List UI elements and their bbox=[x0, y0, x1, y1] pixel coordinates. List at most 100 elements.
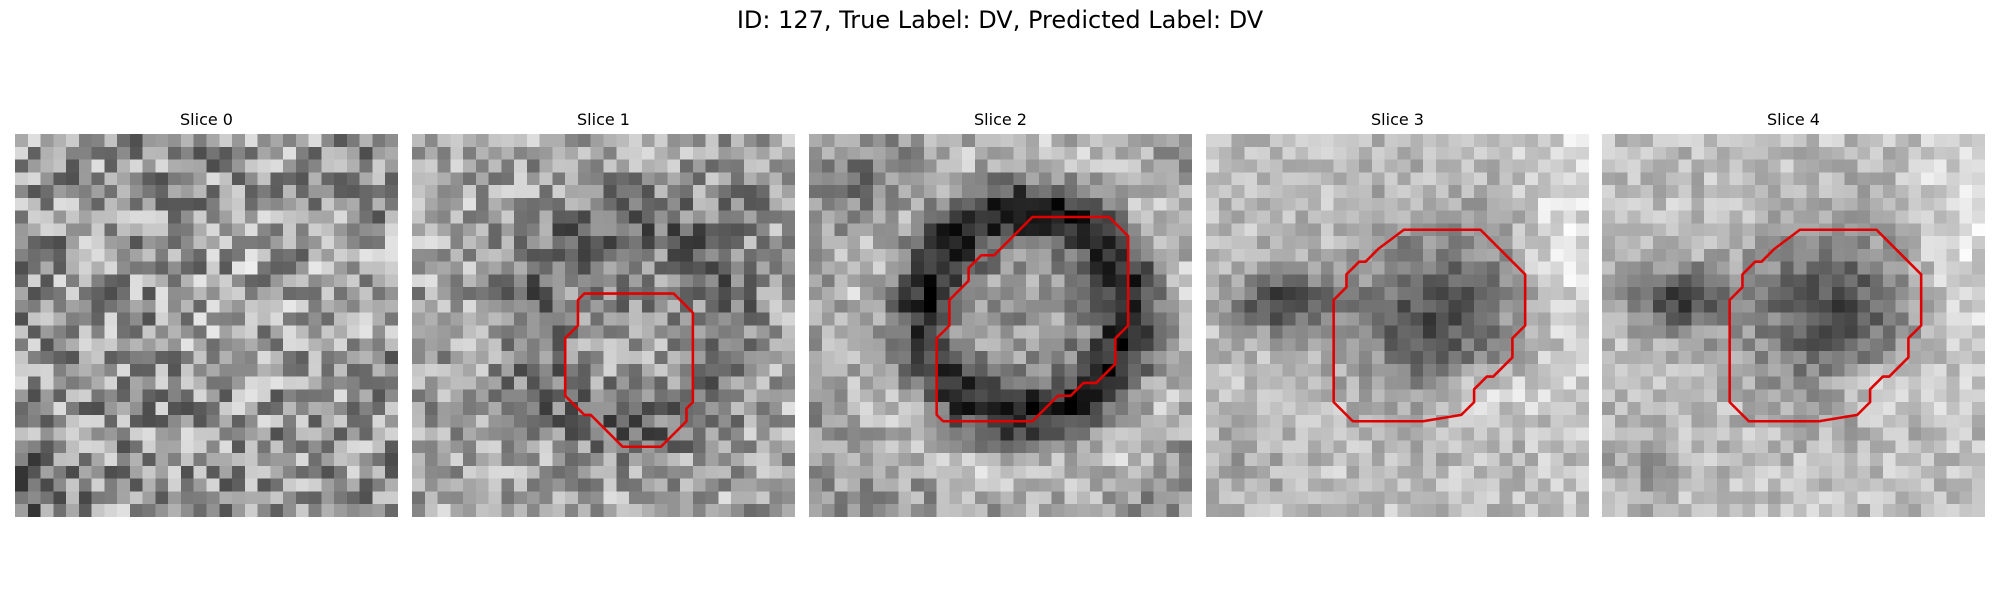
pixel bbox=[1806, 185, 1820, 199]
pixel bbox=[1857, 478, 1871, 492]
pixel bbox=[1257, 287, 1271, 301]
pixel bbox=[1308, 478, 1322, 492]
pixel bbox=[1946, 197, 1960, 211]
pixel bbox=[962, 491, 976, 505]
pixel bbox=[1064, 261, 1078, 275]
pixel bbox=[91, 261, 105, 275]
pixel bbox=[117, 287, 131, 301]
pixel bbox=[437, 236, 451, 250]
pixel bbox=[1115, 338, 1129, 352]
pixel bbox=[847, 172, 861, 186]
pixel bbox=[1576, 236, 1589, 250]
pixel bbox=[78, 236, 92, 250]
pixel bbox=[705, 299, 719, 313]
slice-title: Slice 1 bbox=[577, 110, 630, 129]
pixel bbox=[1921, 159, 1935, 173]
pixel bbox=[1244, 338, 1258, 352]
pixel bbox=[705, 351, 719, 365]
pixel bbox=[129, 261, 143, 275]
pixel bbox=[1320, 134, 1334, 148]
pixel bbox=[142, 146, 156, 160]
pixel bbox=[257, 312, 271, 326]
pixel bbox=[1077, 185, 1091, 199]
pixel bbox=[1665, 491, 1679, 505]
pixel bbox=[705, 172, 719, 186]
pixel bbox=[40, 427, 54, 441]
pixel bbox=[1179, 478, 1192, 492]
pixel bbox=[514, 312, 528, 326]
pixel bbox=[1282, 376, 1296, 390]
pixel bbox=[987, 172, 1001, 186]
pixel bbox=[1537, 465, 1551, 479]
pixel bbox=[1397, 159, 1411, 173]
pixel bbox=[1000, 402, 1014, 416]
pixel bbox=[1819, 299, 1833, 313]
pixel bbox=[155, 172, 169, 186]
pixel bbox=[1602, 287, 1616, 301]
pixel bbox=[1308, 453, 1322, 467]
pixel bbox=[590, 491, 604, 505]
pixel bbox=[1512, 210, 1526, 224]
pixel bbox=[1602, 440, 1616, 454]
pixel bbox=[244, 376, 258, 390]
pixel bbox=[911, 338, 925, 352]
pixel bbox=[1051, 274, 1065, 288]
pixel bbox=[1614, 351, 1628, 365]
pixel bbox=[769, 312, 783, 326]
pixel bbox=[450, 159, 464, 173]
pixel bbox=[616, 299, 630, 313]
pixel bbox=[860, 312, 874, 326]
pixel bbox=[1767, 491, 1781, 505]
pixel bbox=[1064, 223, 1078, 237]
pixel bbox=[104, 159, 118, 173]
pixel bbox=[155, 185, 169, 199]
pixel bbox=[1691, 351, 1705, 365]
pixel bbox=[1206, 312, 1220, 326]
pixel bbox=[463, 414, 477, 428]
pixel bbox=[104, 363, 118, 377]
pixel bbox=[450, 351, 464, 365]
pixel bbox=[1640, 427, 1654, 441]
pixel bbox=[1320, 427, 1334, 441]
pixel bbox=[1346, 312, 1360, 326]
pixel bbox=[756, 440, 770, 454]
pixel bbox=[1512, 351, 1526, 365]
pixel bbox=[1933, 223, 1947, 237]
pixel bbox=[949, 465, 963, 479]
pixel bbox=[1921, 427, 1935, 441]
pixel bbox=[450, 478, 464, 492]
pixel bbox=[321, 465, 335, 479]
pixel bbox=[257, 236, 271, 250]
pixel bbox=[1550, 146, 1564, 160]
pixel bbox=[1410, 312, 1424, 326]
pixel bbox=[641, 185, 655, 199]
pixel bbox=[834, 185, 848, 199]
pixel bbox=[1857, 197, 1871, 211]
pixel bbox=[78, 146, 92, 160]
pixel bbox=[168, 274, 182, 288]
pixel bbox=[949, 351, 963, 365]
pixel bbox=[450, 197, 464, 211]
pixel bbox=[1333, 414, 1347, 428]
pixel bbox=[321, 236, 335, 250]
pixel bbox=[641, 197, 655, 211]
pixel bbox=[501, 146, 515, 160]
pixel bbox=[731, 299, 745, 313]
pixel bbox=[53, 402, 67, 416]
pixel bbox=[295, 376, 309, 390]
pixel bbox=[514, 197, 528, 211]
pixel bbox=[295, 274, 309, 288]
pixel bbox=[1026, 465, 1040, 479]
pixel bbox=[270, 376, 284, 390]
pixel bbox=[372, 325, 386, 339]
pixel bbox=[1806, 389, 1820, 403]
pixel bbox=[40, 159, 54, 173]
pixel bbox=[104, 185, 118, 199]
pixel bbox=[1435, 440, 1449, 454]
pixel bbox=[1179, 223, 1192, 237]
pixel bbox=[834, 274, 848, 288]
pixel bbox=[1933, 312, 1947, 326]
pixel bbox=[1819, 338, 1833, 352]
pixel bbox=[616, 197, 630, 211]
pixel bbox=[1704, 261, 1718, 275]
